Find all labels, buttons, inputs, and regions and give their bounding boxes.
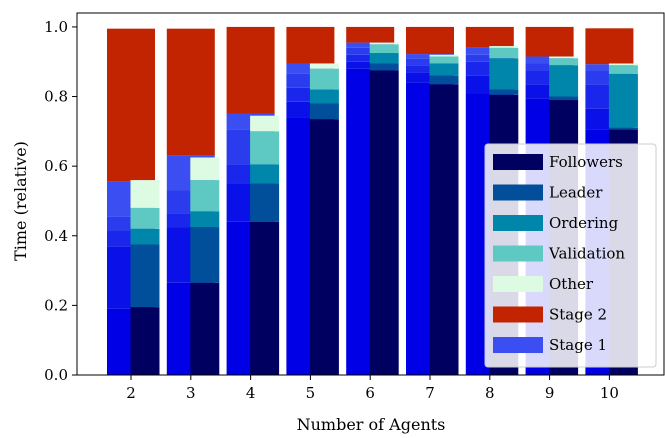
bar-other: [489, 46, 519, 48]
legend-swatch: [493, 215, 543, 231]
legend-swatch: [493, 245, 543, 262]
legend-label: Other: [549, 275, 594, 293]
stage2-bar: [585, 28, 634, 65]
bar-followers: [250, 221, 280, 375]
bar-leader: [608, 127, 638, 130]
bar-leader: [309, 103, 339, 120]
bar-leader: [250, 183, 280, 222]
bar-other: [369, 42, 399, 45]
legend-swatch: [493, 184, 543, 201]
legend-swatch: [493, 154, 543, 170]
bar-validation: [309, 68, 339, 90]
bar-validation: [369, 44, 399, 54]
bar-other: [429, 54, 459, 57]
y-tick-label: 0.4: [44, 227, 68, 245]
legend-label: Followers: [549, 153, 623, 171]
y-tick-label: 0.0: [44, 366, 68, 384]
bar-leader: [190, 227, 220, 283]
bar-ordering: [369, 53, 399, 64]
x-tick-label: 7: [425, 384, 435, 402]
stage2-bar: [286, 26, 335, 64]
stage2-bar: [465, 26, 514, 48]
bar-validation: [549, 58, 579, 66]
bar-other: [250, 115, 280, 132]
x-tick-label: 3: [186, 384, 196, 402]
plot-frame: [76, 12, 665, 376]
legend-label: Ordering: [549, 214, 619, 232]
bar-leader: [489, 89, 519, 95]
bar-followers: [190, 282, 220, 375]
legend-swatch: [493, 337, 543, 353]
bar-other: [549, 56, 579, 59]
y-tick-label: 1.0: [44, 18, 68, 36]
stage2-bar: [525, 26, 574, 57]
y-tick-label: 0.8: [44, 88, 68, 106]
bar-ordering: [489, 58, 519, 90]
axes: 2 3 4 5 6 7 8 9 10 0.0 0.2 0.4 0.6 0.8 1.0: [44, 12, 665, 402]
bar-ordering: [190, 211, 220, 228]
bar-validation: [608, 65, 638, 74]
bar-followers: [369, 70, 399, 376]
stage2-bar: [226, 26, 275, 114]
bar-ordering: [130, 228, 160, 245]
bar-ordering: [608, 73, 638, 128]
bar-ordering: [250, 164, 280, 184]
bar-followers: [309, 119, 339, 376]
bar-validation: [130, 207, 160, 229]
bar-leader: [130, 244, 160, 308]
x-tick-label: 2: [126, 384, 136, 402]
y-axis-label: Time (relative): [11, 141, 30, 261]
x-tick-label: 10: [600, 384, 619, 402]
x-axis-label: Number of Agents: [297, 415, 446, 434]
bar-validation: [489, 47, 519, 59]
bar-validation: [190, 180, 220, 212]
bar-other: [608, 63, 638, 66]
bar-other: [190, 157, 220, 181]
bar-leader: [549, 96, 579, 101]
stage2-bar: [406, 26, 454, 55]
stage2-bar: [346, 26, 395, 43]
bar-leader: [369, 63, 399, 71]
bar-other: [309, 63, 339, 69]
y-tick-label: 0.2: [44, 296, 68, 314]
x-tick-label: 6: [365, 384, 375, 402]
x-tick-label: 8: [485, 384, 495, 402]
bar-validation: [250, 131, 280, 165]
legend-label: Stage 2: [549, 306, 607, 324]
legend-label: Validation: [548, 245, 625, 263]
bar-validation: [429, 56, 459, 64]
stage2-bar: [107, 28, 155, 182]
bar-followers: [130, 307, 160, 375]
legend-swatch: [493, 306, 543, 323]
bar-ordering: [309, 89, 339, 104]
legend-label: Leader: [549, 184, 603, 202]
stage2-bar: [166, 28, 215, 156]
x-tick-label: 5: [306, 384, 316, 402]
bar-ordering: [549, 65, 579, 97]
legend: Followers Leader Ordering Validation Other St…: [484, 143, 657, 368]
legend-label: Stage 1: [549, 336, 607, 354]
x-tick-label: 4: [246, 384, 256, 402]
x-tick-label: 9: [545, 384, 555, 402]
component-bars: [130, 42, 638, 376]
bar-other: [130, 180, 160, 208]
y-tick-label: 0.6: [44, 157, 68, 175]
bar-leader: [429, 75, 459, 85]
bar-followers: [429, 84, 459, 375]
bar-ordering: [429, 63, 459, 76]
legend-swatch: [493, 276, 543, 292]
